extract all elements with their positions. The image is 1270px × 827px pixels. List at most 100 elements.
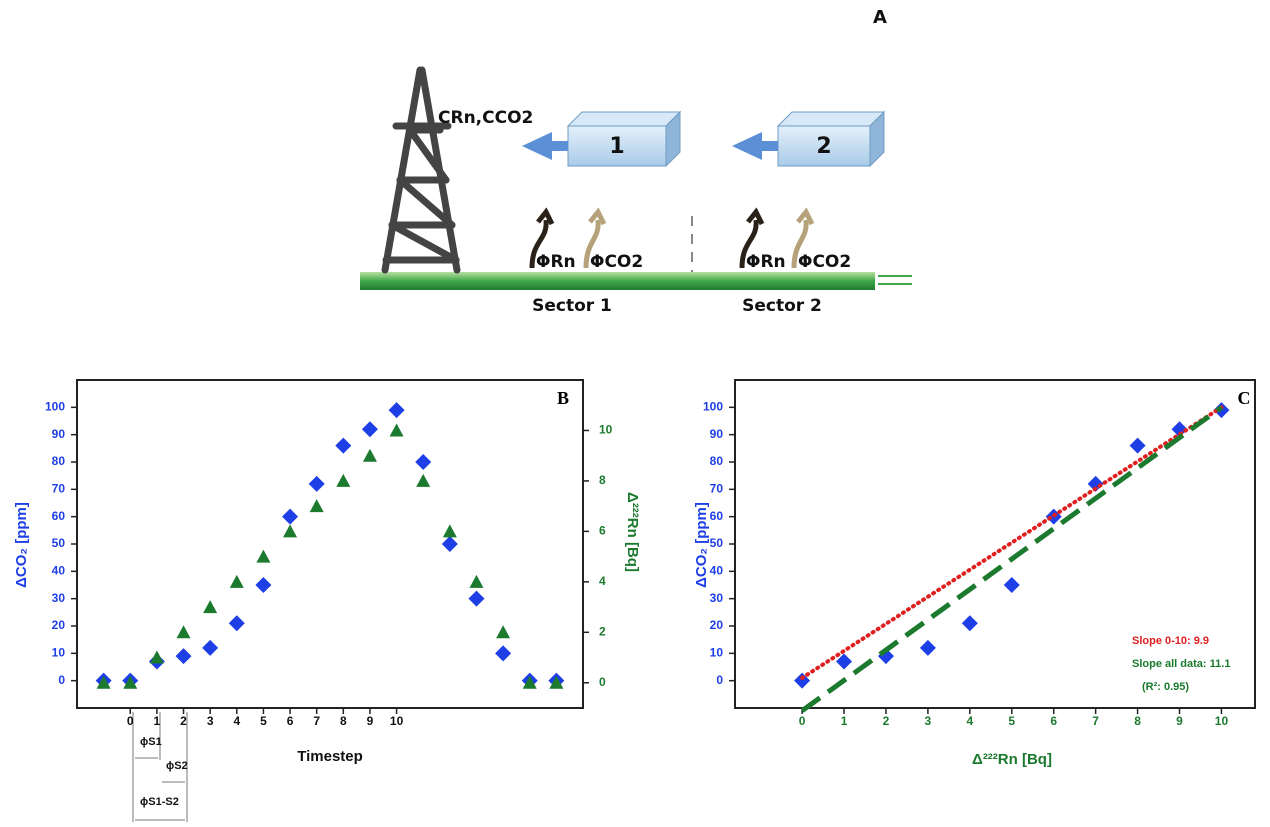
panel-label: A [873, 7, 887, 28]
ground-break [878, 275, 912, 285]
y-axis-label: ΔCO₂ [ppm] [693, 502, 710, 588]
x-tick-label: 1 [154, 714, 161, 728]
y-tick-label: 20 [52, 618, 66, 632]
point [388, 402, 405, 419]
y-tick-label: 30 [710, 591, 724, 605]
box-label: 1 [609, 134, 624, 159]
y2-tick-label: 0 [599, 675, 606, 689]
diagram: A CRn,CCO2 1 2 [360, 7, 912, 316]
y-axis-label: ΔCO₂ [ppm] [13, 502, 30, 588]
point [836, 653, 853, 670]
x-tick-label: 7 [1092, 714, 1099, 728]
point [1003, 577, 1020, 593]
y-tick-label: 70 [710, 482, 724, 496]
point [96, 675, 111, 689]
y-tick-label: 10 [52, 646, 66, 660]
lag-brackets [132, 712, 188, 822]
y-tick-label: 70 [52, 482, 66, 496]
x-axis-label: Δ²²²Rn [Bq] [972, 751, 1052, 768]
flux-arrows [529, 207, 815, 269]
y-tick-label: 100 [45, 400, 65, 414]
point [336, 473, 351, 487]
y-tick-label: 50 [710, 536, 724, 550]
x-tick-label: 6 [287, 714, 294, 728]
point [282, 508, 299, 525]
point [1129, 437, 1146, 454]
y-tick-label: 100 [703, 400, 723, 414]
annotation: (R²: 0.95) [1142, 681, 1189, 693]
box-2 [776, 110, 886, 168]
annotation: ϕS2 [166, 760, 188, 772]
point [522, 675, 537, 689]
y2-axis-label: Δ²²²Rn [Bq] [624, 492, 641, 572]
wind-arrows [522, 132, 778, 160]
sector-label: Sector 2 [742, 296, 822, 316]
point [175, 648, 192, 665]
sector-label: Sector 1 [532, 296, 612, 316]
x-tick-label: 5 [1008, 714, 1015, 728]
x-tick-label: 7 [313, 714, 320, 728]
y-tick-label: 30 [52, 591, 66, 605]
fit-line [800, 405, 1224, 680]
y-tick-label: 0 [716, 673, 723, 687]
x-tick-label: 3 [207, 714, 214, 728]
x-tick-label: 10 [1215, 714, 1229, 728]
y2-tick-label: 10 [599, 423, 613, 437]
point [123, 675, 138, 689]
point [469, 574, 484, 588]
flux-label: ΦRn [746, 252, 786, 272]
point [441, 536, 458, 552]
point [361, 421, 378, 438]
annotation: ϕS1 [140, 736, 162, 748]
y-tick-label: 60 [710, 509, 724, 523]
x-tick-label: 9 [1176, 714, 1183, 728]
point [256, 549, 271, 563]
point [415, 454, 432, 470]
panel-label: C [1238, 388, 1251, 408]
y2-tick-label: 6 [599, 524, 606, 538]
point [202, 639, 219, 656]
x-tick-label: 5 [260, 714, 267, 728]
flux-label: ΦCO2 [590, 252, 643, 272]
y-tick-label: 90 [710, 427, 724, 441]
x-tick-label: 0 [127, 714, 134, 728]
y-tick-label: 80 [52, 454, 66, 468]
point [176, 625, 191, 639]
point [335, 437, 352, 454]
point [389, 423, 404, 437]
x-tick-label: 8 [340, 714, 347, 728]
x-tick-label: 0 [799, 714, 806, 728]
point [1171, 421, 1188, 438]
ground [360, 272, 875, 290]
x-tick-label: 3 [925, 714, 932, 728]
y-tick-label: 80 [710, 454, 724, 468]
point [309, 499, 324, 513]
x-tick-label: 6 [1050, 714, 1057, 728]
annotation: ϕS1-S2 [140, 796, 179, 808]
box-1 [566, 110, 682, 168]
point [308, 475, 325, 492]
point [416, 473, 431, 487]
y2-tick-label: 2 [599, 624, 606, 638]
point [228, 615, 245, 632]
point [442, 524, 457, 538]
flux-label: ΦCO2 [798, 252, 851, 272]
point [961, 615, 978, 632]
annotation: Slope 0-10: 9.9 [1132, 635, 1209, 647]
tower-label: CRn,CCO2 [438, 108, 533, 128]
y-tick-label: 40 [52, 564, 66, 578]
point [495, 645, 512, 662]
x-tick-label: 1 [841, 714, 848, 728]
point [229, 574, 244, 588]
fit-line [800, 405, 1223, 713]
y-tick-label: 10 [710, 646, 724, 660]
point [549, 675, 564, 689]
x-tick-label: 2 [883, 714, 890, 728]
panel-label: B [557, 388, 569, 408]
point [283, 524, 298, 538]
y-tick-label: 90 [52, 427, 66, 441]
point [149, 650, 164, 664]
point [468, 590, 485, 607]
